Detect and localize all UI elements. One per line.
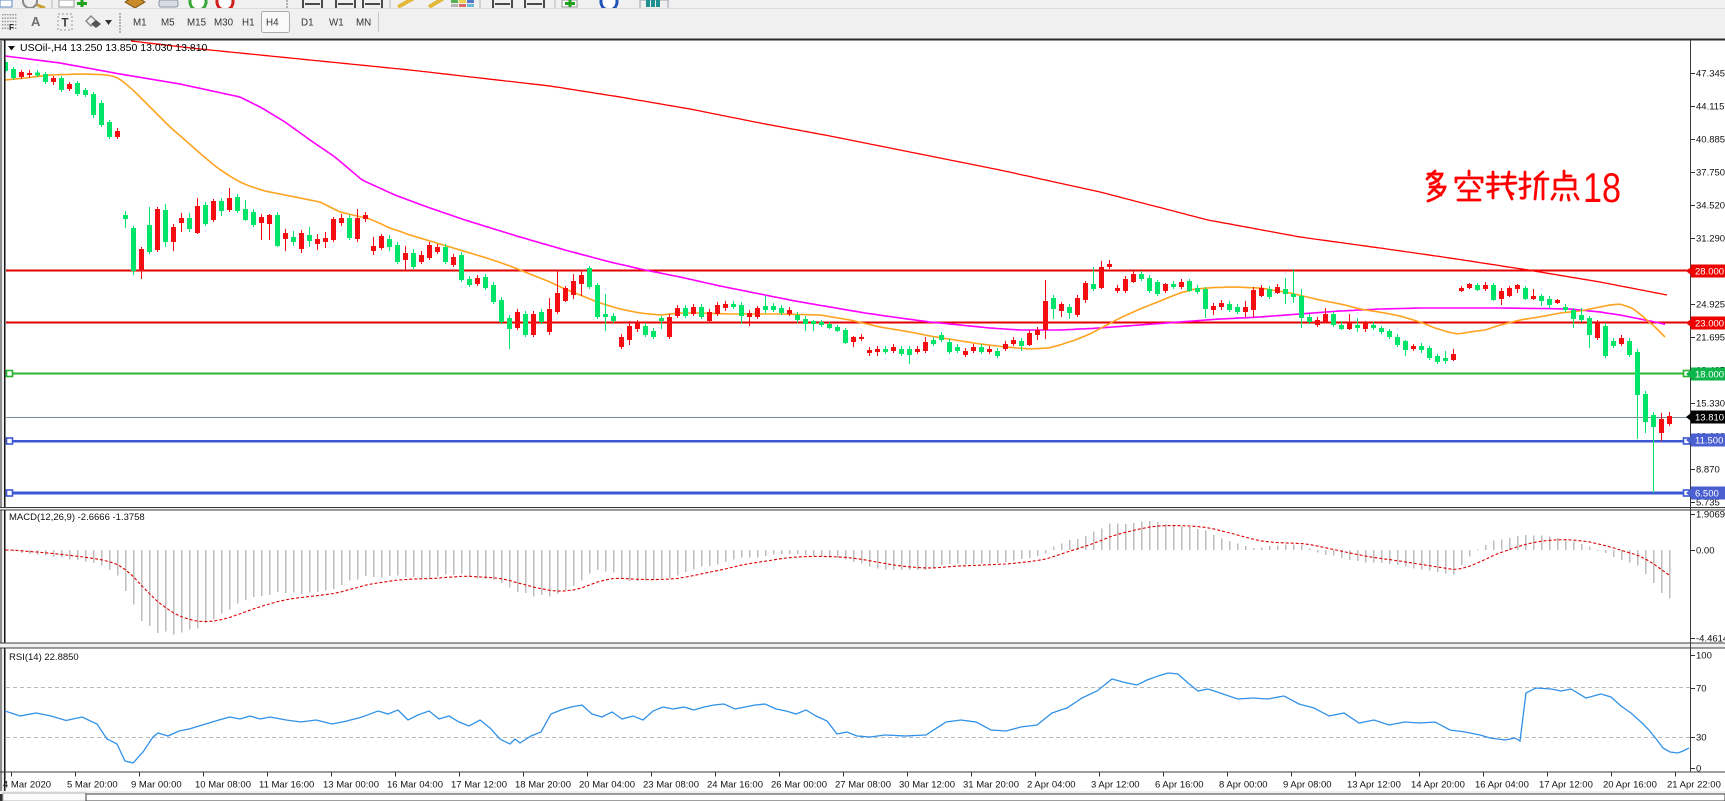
svg-text:23.000: 23.000 (1695, 319, 1724, 330)
svg-text:17 Apr 12:00: 17 Apr 12:00 (1539, 780, 1593, 791)
svg-text:34.520: 34.520 (1696, 201, 1725, 212)
svg-text:M15: M15 (187, 18, 207, 29)
svg-text:H1: H1 (242, 18, 255, 29)
svg-text:5 Mar 20:00: 5 Mar 20:00 (67, 780, 118, 791)
svg-text:37.750: 37.750 (1696, 168, 1725, 179)
svg-text:15.330: 15.330 (1696, 399, 1725, 410)
svg-text:28.000: 28.000 (1695, 267, 1724, 278)
svg-text:31 Mar 20:00: 31 Mar 20:00 (963, 780, 1019, 791)
svg-text:D1: D1 (301, 18, 314, 29)
svg-text:11 Mar 16:00: 11 Mar 16:00 (259, 780, 314, 791)
svg-text:20 Mar 04:00: 20 Mar 04:00 (579, 780, 635, 791)
svg-text:16 Apr 04:00: 16 Apr 04:00 (1475, 780, 1529, 791)
svg-text:6 Apr 16:00: 6 Apr 16:00 (1155, 780, 1204, 791)
svg-text:5.735: 5.735 (1696, 498, 1720, 509)
svg-text:A: A (31, 14, 41, 29)
svg-text:20 Apr 16:00: 20 Apr 16:00 (1603, 780, 1657, 791)
svg-text:MN: MN (356, 18, 371, 29)
svg-text:11.500: 11.500 (1695, 436, 1723, 447)
svg-text:T: T (62, 18, 69, 30)
svg-text:30: 30 (1696, 733, 1707, 744)
svg-text:24.925: 24.925 (1696, 300, 1725, 311)
svg-text:H4: H4 (266, 18, 279, 29)
svg-text:17 Mar 12:00: 17 Mar 12:00 (451, 780, 507, 791)
svg-text:18: 18 (1583, 164, 1621, 211)
svg-text:4 Mar 2020: 4 Mar 2020 (3, 780, 51, 791)
svg-text:-4.4614: -4.4614 (1696, 634, 1725, 645)
svg-text:0.00: 0.00 (1696, 546, 1715, 557)
svg-text:8 Apr 00:00: 8 Apr 00:00 (1219, 780, 1268, 791)
svg-text:23 Mar 08:00: 23 Mar 08:00 (643, 780, 699, 791)
svg-text:21.695: 21.695 (1696, 333, 1725, 344)
svg-text:13.810: 13.810 (1695, 413, 1724, 424)
svg-text:14 Apr 20:00: 14 Apr 20:00 (1411, 780, 1465, 791)
svg-text:10 Mar 08:00: 10 Mar 08:00 (195, 780, 251, 791)
svg-text:6.500: 6.500 (1695, 489, 1719, 500)
svg-text:MACD(12,26,9) -2.6666 -1.3758: MACD(12,26,9) -2.6666 -1.3758 (9, 512, 145, 523)
svg-text:31.290: 31.290 (1696, 234, 1725, 245)
svg-text:44.115: 44.115 (1696, 102, 1724, 113)
svg-text:30 Mar 12:00: 30 Mar 12:00 (899, 780, 955, 791)
svg-text:3 Apr 12:00: 3 Apr 12:00 (1091, 780, 1140, 791)
svg-text:0: 0 (1696, 764, 1701, 775)
svg-text:21 Apr 22:00: 21 Apr 22:00 (1667, 780, 1721, 791)
svg-text:100: 100 (1696, 651, 1712, 662)
svg-text:USOil-,H4 13.250 13.850 13.03: USOil-,H4 13.250 13.850 13.030 13.810 (20, 42, 208, 54)
svg-text:13 Mar 00:00: 13 Mar 00:00 (323, 780, 379, 791)
svg-text:9 Mar 00:00: 9 Mar 00:00 (131, 780, 182, 791)
svg-text:47.345: 47.345 (1696, 69, 1725, 80)
svg-text:F: F (9, 23, 14, 32)
svg-text:M1: M1 (133, 18, 147, 29)
svg-text:M30: M30 (214, 18, 234, 29)
svg-text:1.9069: 1.9069 (1696, 510, 1725, 521)
svg-text:18.000: 18.000 (1695, 370, 1724, 381)
svg-text:2 Apr 04:00: 2 Apr 04:00 (1027, 780, 1076, 791)
svg-text:8.870: 8.870 (1696, 465, 1720, 476)
svg-text:40.885: 40.885 (1696, 135, 1725, 146)
svg-text:18 Mar 20:00: 18 Mar 20:00 (515, 780, 571, 791)
svg-text:24 Mar 16:00: 24 Mar 16:00 (707, 780, 763, 791)
svg-text:RSI(14) 22.8850: RSI(14) 22.8850 (9, 652, 79, 663)
svg-text:M5: M5 (161, 18, 175, 29)
svg-text:26 Mar 00:00: 26 Mar 00:00 (771, 780, 827, 791)
svg-text:9 Apr 08:00: 9 Apr 08:00 (1283, 780, 1332, 791)
svg-text:W1: W1 (329, 18, 344, 29)
svg-text:16 Mar 04:00: 16 Mar 04:00 (387, 780, 443, 791)
svg-text:27 Mar 08:00: 27 Mar 08:00 (835, 780, 891, 791)
svg-text:13 Apr 12:00: 13 Apr 12:00 (1347, 780, 1401, 791)
svg-text:70: 70 (1696, 684, 1707, 695)
